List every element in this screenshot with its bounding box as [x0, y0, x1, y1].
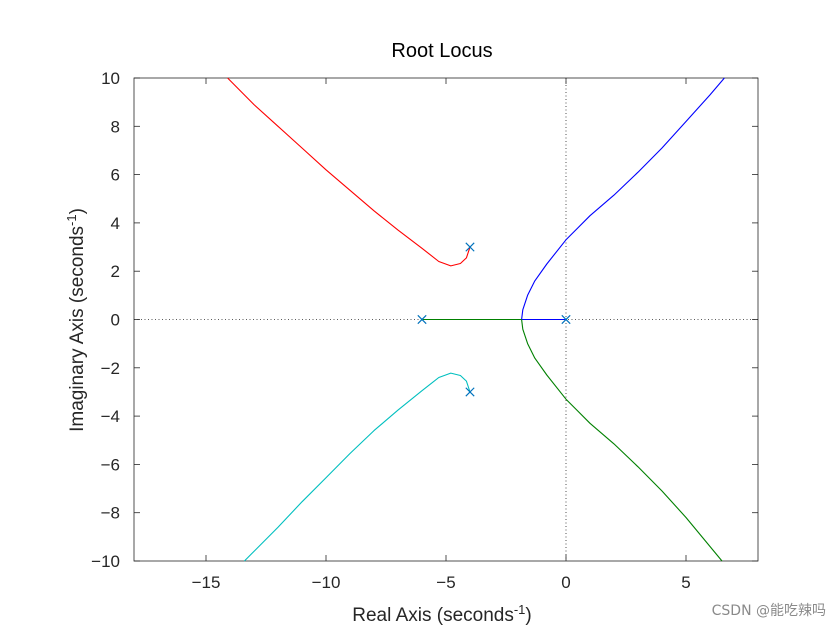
y-tick-label: −2	[101, 359, 120, 378]
y-tick-label: −6	[101, 455, 120, 474]
y-tick-label: 10	[101, 69, 120, 88]
locus-branch-2	[244, 372, 471, 562]
series-layer	[227, 77, 725, 562]
y-axis-label-text: Imaginary Axis (seconds	[67, 226, 88, 432]
y-axis-label: Imaginary Axis (seconds-1)	[64, 208, 89, 432]
pole-marker-3	[465, 387, 475, 397]
locus-branch-1	[227, 77, 471, 267]
ticks-layer: −15 −10 −5 0 5 −10 −8 −6 −4 −2 0 2 4 6 8 10	[91, 69, 758, 592]
y-tick-label: 0	[111, 311, 120, 330]
y-tick-label: 4	[111, 214, 120, 233]
y-tick-label: 8	[111, 117, 120, 136]
locus-branch-4	[422, 318, 723, 562]
y-axis-label-suffix: )	[67, 208, 88, 214]
poles-layer	[417, 242, 571, 397]
y-tick-label: −4	[101, 407, 120, 426]
x-axis-label-exponent: -1	[514, 602, 526, 617]
y-axis-label-exponent: -1	[64, 214, 79, 226]
x-tick-label: 0	[561, 573, 570, 592]
x-axis-label-suffix: )	[525, 605, 531, 626]
x-axis-label: Real Axis (seconds-1)	[352, 602, 531, 627]
x-axis-label-text: Real Axis (seconds	[352, 605, 514, 626]
chart-title: Root Locus	[391, 40, 492, 62]
y-tick-label: −10	[91, 552, 120, 571]
x-tick-label: 5	[681, 573, 690, 592]
pole-marker-2	[465, 242, 475, 252]
y-tick-label: −8	[101, 504, 120, 523]
x-tick-label: −10	[312, 573, 341, 592]
y-tick-label: 2	[111, 262, 120, 281]
x-tick-label: −5	[436, 573, 455, 592]
y-tick-label: 6	[111, 166, 120, 185]
pole-marker-4	[561, 314, 571, 325]
locus-branch-3	[521, 77, 725, 321]
pole-marker-1	[417, 314, 427, 325]
watermark: CSDN @能吃辣吗	[711, 603, 826, 619]
x-tick-label: −15	[192, 573, 221, 592]
